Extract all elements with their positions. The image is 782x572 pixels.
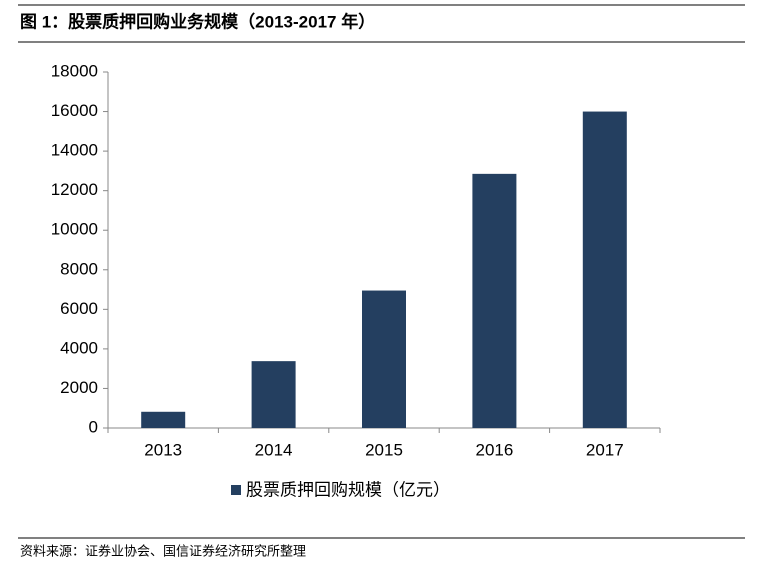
bar (251, 361, 296, 428)
y-tick-label: 8000 (60, 259, 98, 278)
x-tick-label: 2017 (586, 440, 624, 459)
y-tick-label: 6000 (60, 299, 98, 318)
y-tick-label: 12000 (51, 180, 98, 199)
y-tick-label: 18000 (51, 61, 98, 80)
y-tick-label: 0 (89, 417, 98, 436)
bar (362, 290, 406, 428)
x-tick-label: 2014 (255, 440, 293, 459)
bar (582, 111, 627, 429)
x-tick-label: 2013 (144, 440, 182, 459)
bar (141, 411, 186, 428)
chart-title: 图 1：股票质押回购业务规模（2013-2017 年） (20, 11, 375, 31)
y-tick-label: 14000 (51, 141, 98, 160)
y-tick-label: 2000 (60, 378, 98, 397)
x-tick-label: 2016 (475, 440, 513, 459)
x-tick-label: 2015 (365, 440, 403, 459)
y-tick-label: 10000 (51, 220, 98, 239)
y-tick-label: 16000 (51, 101, 98, 120)
bar (472, 173, 517, 428)
source-note: 资料来源：证券业协会、国信证券经济研究所整理 (20, 543, 306, 558)
legend-label: 股票质押回购规模（亿元） (246, 480, 450, 499)
legend-swatch (231, 485, 241, 495)
y-tick-label: 4000 (60, 338, 98, 357)
